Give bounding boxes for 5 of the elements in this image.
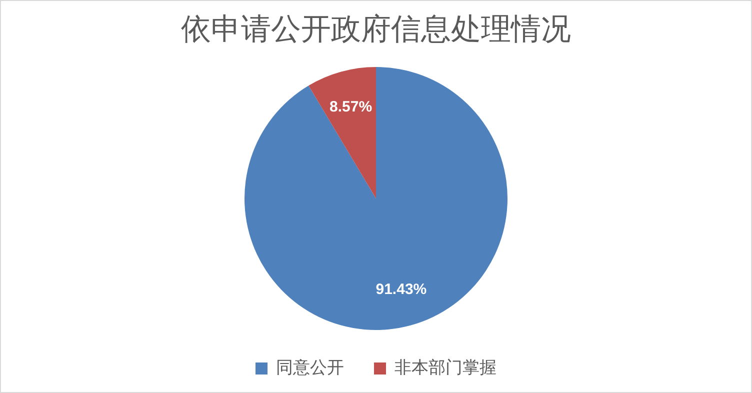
data-label: 8.57%: [330, 98, 372, 116]
data-label: 91.43%: [376, 280, 427, 298]
legend-label: 同意公开: [276, 358, 344, 378]
legend-label: 非本部门掌握: [394, 358, 496, 378]
chart-title: 依申请公开政府信息处理情况: [181, 12, 571, 47]
